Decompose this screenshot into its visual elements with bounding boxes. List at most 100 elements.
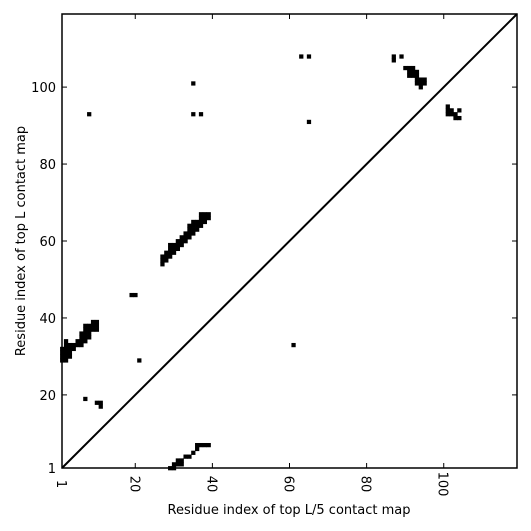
contact-cell [168,246,173,252]
diagonal-line [61,13,518,469]
contact-cell [67,342,73,348]
contact-cell [195,219,200,225]
x-axis-label: Residue index of top L/5 contact map [168,503,411,518]
contact-cell [171,242,177,248]
contact-cell [168,242,173,248]
contact-cell [191,231,196,236]
contact-cell [445,108,450,113]
contact-cell [79,342,84,348]
contact-cell [63,342,69,348]
contact-cell [195,446,200,452]
contact-cell [414,69,420,75]
contact-cell [391,54,396,59]
contact-cell [183,239,188,244]
contact-cell [164,254,169,259]
y-axis-label: Residue index of top L contact map [14,126,29,356]
contact-cell [175,458,181,463]
contact-cell [179,458,184,463]
contact-cell [171,462,177,467]
contact-cell [160,258,165,263]
contact-cell [202,219,207,225]
contact-cell [306,54,312,59]
y-tick-label: 80 [39,158,56,173]
contact-cell [87,331,92,336]
contact-cell [198,219,204,225]
contact-cell [191,219,196,225]
contact-cell [67,350,73,355]
contact-cell [391,58,396,63]
contact-cell [191,112,196,117]
contact-cell [137,358,142,363]
contact-cell [175,242,181,248]
contact-cell [79,331,84,336]
contact-cell [422,77,427,82]
contact-cell [414,77,420,82]
x-tick-label: 40 [203,476,218,493]
contact-cell [75,339,80,344]
contact-cell [87,323,92,328]
contact-cell [299,54,304,59]
contact-cell [407,69,412,75]
contact-cell [129,292,134,298]
contact-cell [94,323,100,328]
contact-cell [63,350,69,355]
contact-cell [195,223,200,228]
contact-cell [306,119,312,125]
contact-cell [164,250,169,255]
contact-cell [67,346,73,352]
contact-cell [175,239,181,244]
contact-cell [198,442,204,448]
contact-cell [83,323,88,328]
contact-cell [206,212,211,217]
contact-cell [75,342,80,348]
contact-cell [206,442,211,448]
y-tick-label: 40 [39,312,56,327]
contact-cell [187,454,192,459]
contact-cell [171,246,177,252]
x-axis-ticks: 1 20 40 60 80 100 [53,14,450,496]
contact-cell [183,231,188,236]
contact-cell [407,73,412,78]
contact-cell [457,108,462,113]
contact-cell [449,112,454,117]
contact-cell [179,235,184,240]
contact-cell [453,115,458,121]
contact-cell [418,77,423,82]
contact-cell [160,262,165,267]
contact-cell [449,108,454,113]
contact-cell [183,454,188,459]
contact-cell [79,335,84,340]
contact-cell [202,215,207,221]
contact-cell [83,327,88,332]
contact-cell [179,462,184,467]
x-tick-label: 80 [358,476,373,493]
contact-cell [206,215,211,221]
contact-cell [453,112,458,117]
contact-cell [171,250,177,255]
contact-cell [445,112,450,117]
contact-cell [187,223,192,228]
y-tick-label: 1 [48,462,56,477]
contact-cell [175,462,181,467]
y-tick-label: 20 [39,389,56,404]
contact-cell [399,54,404,59]
contact-cell [94,400,100,405]
y-axis-ticks: 1 20 40 60 80 100 [31,81,517,477]
contact-cell [195,227,200,232]
contact-cell [90,327,96,332]
contact-cell [94,319,100,325]
contact-cell [191,450,196,455]
contact-cell [407,65,412,71]
contact-cell [87,335,92,340]
contact-cell [175,246,181,252]
contact-cell [79,339,84,344]
contact-cell [414,81,420,86]
contact-cell [410,69,416,75]
contact-cell [63,346,69,352]
contact-cell [90,319,96,325]
contact-cell [179,239,184,244]
contact-cell [71,342,76,348]
contact-cell [168,250,173,255]
contact-cell [179,242,184,248]
